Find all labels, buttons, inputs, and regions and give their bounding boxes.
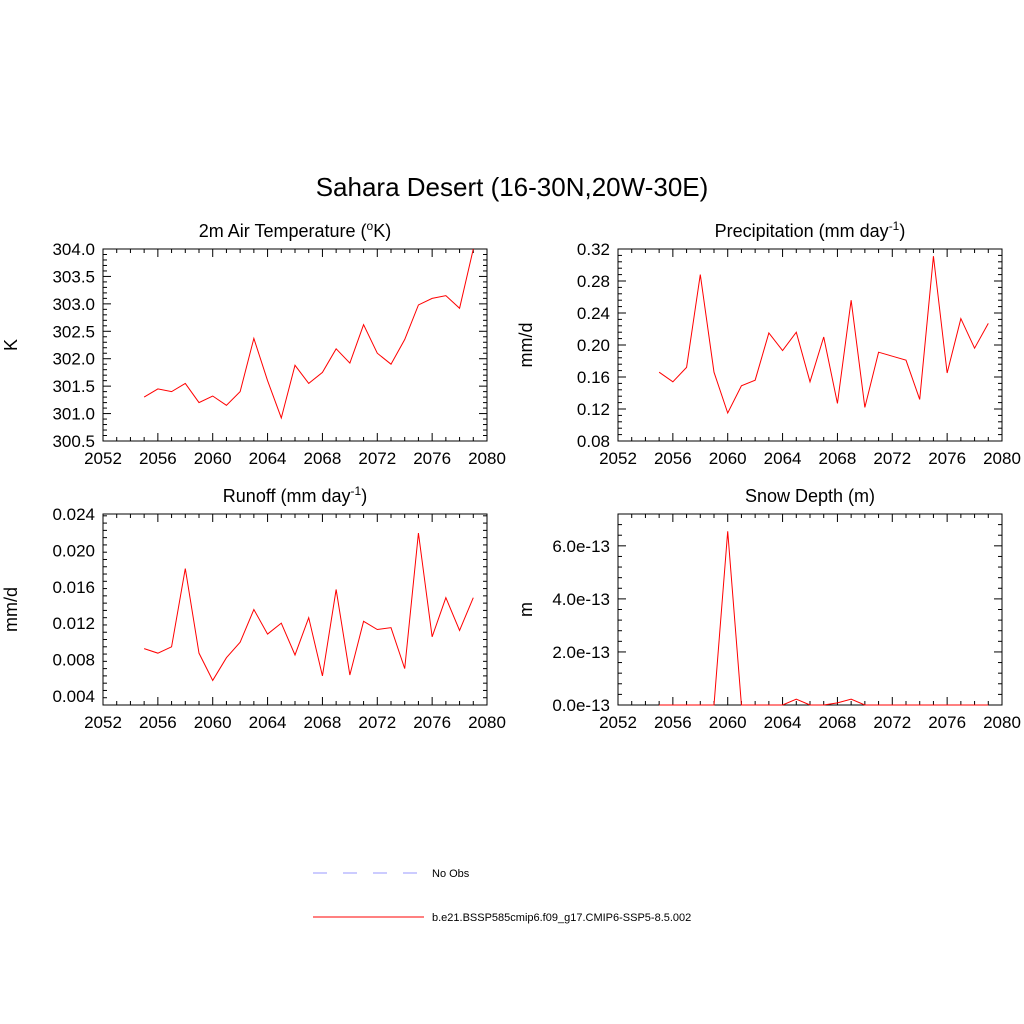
x-tick-label: 2060 <box>194 713 232 732</box>
plot-frame <box>102 513 488 706</box>
panel-title: Precipitation (mm day-1) <box>715 219 906 241</box>
panel-title: Snow Depth (m) <box>745 486 875 506</box>
figure-title: Sahara Desert (16-30N,20W-30E) <box>316 172 709 202</box>
y-tick-label: 301.0 <box>52 405 95 424</box>
panel-runoff: Runoff (mm day-1) mm/d 2052 2056 2060 2064 206… <box>1 484 506 732</box>
panel-title-text: Snow Depth (m) <box>745 486 875 506</box>
panel-temperature: 2m Air Temperature (oK) K 2052 2056 2060 2064… <box>1 219 506 468</box>
y-tick-label: 0.20 <box>577 336 610 355</box>
y-tick-label: 0.12 <box>577 400 610 419</box>
y-axis-label: mm/d <box>1 587 21 632</box>
x-tick-label: 2072 <box>873 449 911 468</box>
x-tick-label: 2068 <box>304 713 342 732</box>
x-tick-label: 2068 <box>819 449 857 468</box>
y-tick-label: 0.0e-13 <box>552 696 610 715</box>
x-tick-label: 2064 <box>249 449 287 468</box>
x-tick-label: 2052 <box>599 449 637 468</box>
x-tick-label: 2068 <box>304 449 342 468</box>
panel-snow-depth: Snow Depth (m) m 2052 2056 2060 2064 2068 2072 2… <box>516 486 1021 732</box>
y-tick-label: 303.0 <box>52 295 95 314</box>
y-tick-label: 0.016 <box>52 578 95 597</box>
x-tick-label: 2072 <box>873 713 911 732</box>
y-tick-label: 0.008 <box>52 651 95 670</box>
y-tick-label: 301.5 <box>52 377 95 396</box>
panel-title: 2m Air Temperature (oK) <box>199 219 391 241</box>
legend-label-model: b.e21.BSSP585cmip6.f09_g17.CMIP6-SSP5-8.… <box>432 912 691 924</box>
x-tick-label: 2072 <box>358 713 396 732</box>
x-tick-label: 2056 <box>654 713 692 732</box>
y-tick-label: 0.28 <box>577 272 610 291</box>
x-tick-label: 2056 <box>139 449 177 468</box>
y-tick-label: 0.020 <box>52 541 95 560</box>
series-line <box>143 248 474 420</box>
y-axis-label: K <box>1 339 21 351</box>
x-tick-label: 2076 <box>928 449 966 468</box>
series-line <box>659 531 989 706</box>
series-line <box>143 533 474 682</box>
y-tick-label: 302.5 <box>52 322 95 341</box>
y-axis-label: m <box>516 602 536 617</box>
x-tick-label: 2052 <box>84 713 122 732</box>
x-tick-label: 2060 <box>709 713 747 732</box>
legend: No Obs b.e21.BSSP585cmip6.f09_g17.CMIP6-… <box>313 868 691 924</box>
x-tick-label: 2064 <box>764 449 802 468</box>
x-tick-label: 2060 <box>194 449 232 468</box>
x-tick-label: 2076 <box>413 713 451 732</box>
panel-title-text-after: K) <box>373 221 391 241</box>
y-tick-label: 4.0e-13 <box>552 590 610 609</box>
panel-title-text-after: ) <box>361 486 367 506</box>
x-tick-label: 2052 <box>84 449 122 468</box>
y-tick-label: 2.0e-13 <box>552 643 610 662</box>
panels: 2m Air Temperature (oK) K 2052 2056 2060 2064… <box>1 219 1021 732</box>
y-tick-label: 300.5 <box>52 432 95 451</box>
x-tick-label: 2060 <box>709 449 747 468</box>
y-tick-label: 0.32 <box>577 240 610 259</box>
y-tick-label: 302.0 <box>52 350 95 369</box>
y-tick-label: 0.024 <box>52 505 95 524</box>
x-tick-label: 2064 <box>764 713 802 732</box>
x-tick-label: 2052 <box>599 713 637 732</box>
y-tick-label: 0.08 <box>577 432 610 451</box>
panel-title-sup: -1 <box>889 219 900 233</box>
x-tick-label: 2076 <box>928 713 966 732</box>
y-axis-label: mm/d <box>516 323 536 368</box>
x-tick-label: 2056 <box>654 449 692 468</box>
panel-title-text: Precipitation (mm day <box>715 221 889 241</box>
panel-title-text-after: ) <box>899 221 905 241</box>
panel-title-sup: -1 <box>351 484 362 498</box>
x-tick-label: 2076 <box>413 449 451 468</box>
panel-title-text: Runoff (mm day <box>223 486 351 506</box>
plot-frame <box>102 248 488 442</box>
panel-title: Runoff (mm day-1) <box>223 484 367 506</box>
y-tick-label: 0.012 <box>52 614 95 633</box>
panel-precipitation: Precipitation (mm day-1) mm/d 2052 2056 2060… <box>516 219 1021 468</box>
y-tick-label: 0.16 <box>577 368 610 387</box>
x-tick-label: 2068 <box>819 713 857 732</box>
x-tick-label: 2072 <box>358 449 396 468</box>
x-tick-label: 2064 <box>249 713 287 732</box>
y-tick-label: 0.24 <box>577 304 610 323</box>
x-tick-label: 2080 <box>468 449 506 468</box>
x-tick-label: 2056 <box>139 713 177 732</box>
x-tick-label: 2080 <box>983 713 1021 732</box>
series-line <box>658 256 989 415</box>
y-tick-label: 304.0 <box>52 240 95 259</box>
y-tick-label: 6.0e-13 <box>552 537 610 556</box>
plot-frame <box>617 248 1003 442</box>
panel-title-sup: o <box>367 219 374 233</box>
y-tick-label: 303.5 <box>52 267 95 286</box>
x-tick-label: 2080 <box>468 713 506 732</box>
plot-frame <box>617 513 1003 706</box>
panel-title-text: 2m Air Temperature ( <box>199 221 367 241</box>
legend-label-no-obs: No Obs <box>432 868 470 880</box>
x-tick-label: 2080 <box>983 449 1021 468</box>
y-tick-label: 0.004 <box>52 687 95 706</box>
